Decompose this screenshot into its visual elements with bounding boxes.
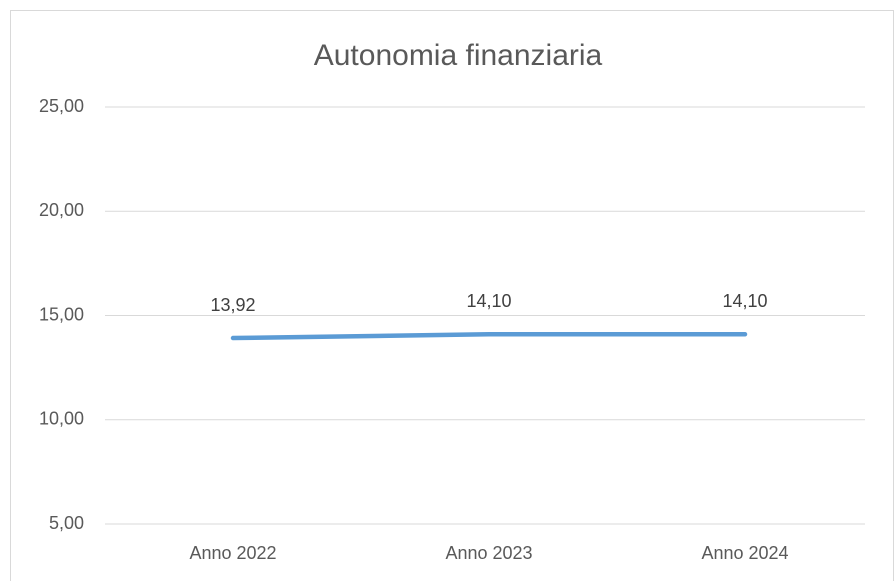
chart-title: Autonomia finanziaria bbox=[314, 39, 603, 72]
y-tick-label: 10,00 bbox=[39, 409, 84, 429]
y-tick-label: 25,00 bbox=[39, 96, 84, 116]
x-tick-label: Anno 2023 bbox=[445, 543, 532, 563]
y-tick-label: 20,00 bbox=[39, 200, 84, 220]
data-label: 13,92 bbox=[210, 295, 255, 315]
y-tick-label: 5,00 bbox=[49, 513, 84, 533]
y-tick-label: 15,00 bbox=[39, 304, 84, 324]
chart-border bbox=[10, 10, 894, 586]
line bbox=[230, 332, 748, 341]
x-tick-label: Anno 2024 bbox=[701, 543, 788, 563]
x-tick-label: Anno 2022 bbox=[189, 543, 276, 563]
data-label: 14,10 bbox=[466, 291, 511, 311]
data-label: 14,10 bbox=[722, 291, 767, 311]
